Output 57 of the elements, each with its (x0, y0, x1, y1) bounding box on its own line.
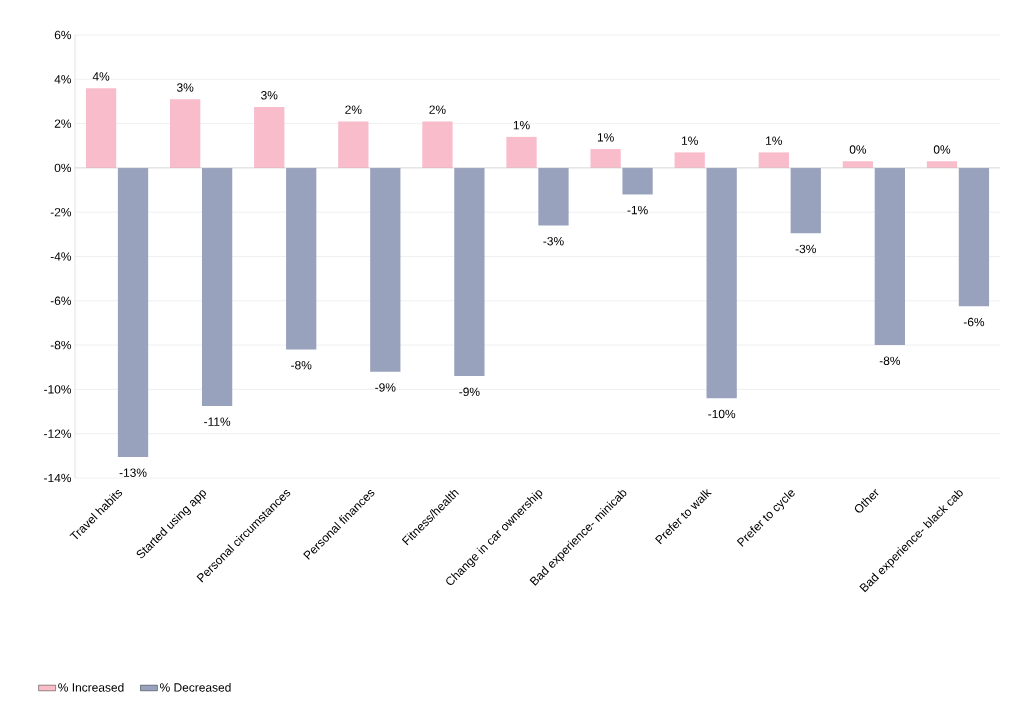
bar (370, 167, 401, 372)
bar (85, 88, 117, 168)
y-tick-label: 0% (54, 163, 72, 173)
bar (842, 161, 874, 168)
data-label: 4% (92, 72, 110, 81)
y-tick-label: -2% (50, 207, 72, 217)
bar (422, 121, 453, 168)
data-label: -3% (795, 244, 816, 254)
data-label: 1% (513, 121, 530, 130)
data-label: 2% (345, 105, 362, 114)
data-label: -3% (543, 236, 564, 246)
data-label: -8% (291, 361, 312, 370)
bar (538, 167, 569, 226)
bar (758, 152, 789, 168)
data-label: 3% (176, 83, 194, 92)
bar (674, 152, 705, 168)
data-label: -1% (627, 205, 648, 215)
data-label: -6% (963, 317, 985, 327)
data-label: -9% (459, 387, 480, 397)
bar (254, 106, 285, 168)
y-tick-label: 2% (54, 119, 72, 128)
legend-label: % Decreased (160, 682, 231, 692)
y-tick-label: 6% (54, 30, 72, 40)
y-tick-label: -8% (50, 340, 72, 350)
bar (454, 167, 485, 377)
y-tick-label: -10% (44, 385, 72, 394)
legend-label: % Increased (58, 682, 124, 692)
data-label: 0% (933, 145, 951, 154)
bar (790, 167, 821, 234)
data-label: -10% (708, 409, 736, 419)
bar (170, 99, 201, 168)
data-label: 3% (261, 91, 278, 100)
y-tick-label: -4% (50, 252, 72, 261)
bar (117, 167, 149, 457)
bar (958, 167, 990, 307)
data-label: -9% (375, 383, 396, 392)
y-tick-label: -14% (44, 473, 72, 483)
bar (622, 167, 653, 195)
bar (874, 167, 905, 346)
data-label: 1% (681, 136, 698, 145)
data-label: -11% (204, 417, 231, 426)
bar (286, 167, 317, 350)
y-tick-label: -6% (50, 296, 72, 306)
bar (506, 136, 537, 168)
data-label: 1% (597, 133, 614, 142)
bar (201, 167, 233, 407)
data-label: 1% (766, 136, 783, 145)
data-label: 2% (429, 105, 446, 114)
data-label: -8% (879, 356, 901, 366)
bar (590, 149, 621, 168)
bar (706, 167, 737, 399)
data-label: -13% (119, 468, 147, 477)
data-label: 0% (849, 145, 867, 154)
bar (926, 161, 958, 168)
bar (338, 121, 369, 168)
y-tick-label: 4% (54, 75, 72, 84)
y-tick-label: -12% (44, 429, 72, 438)
